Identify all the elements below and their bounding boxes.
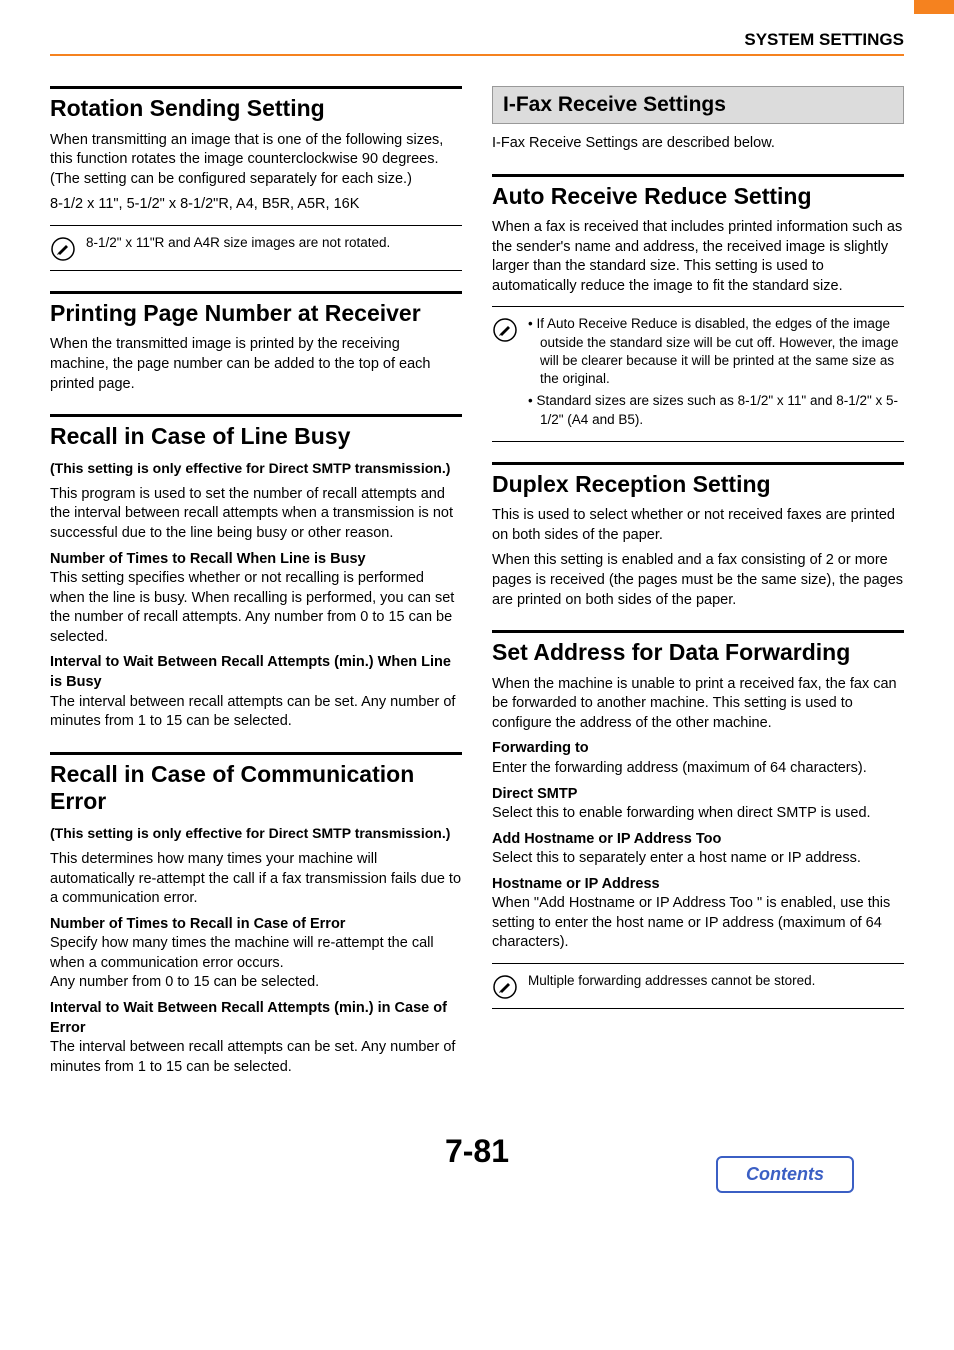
pencil-icon	[492, 974, 518, 1000]
note-content: If Auto Receive Reduce is disabled, the …	[528, 315, 904, 432]
item-heading: Hostname or IP Address	[492, 875, 904, 895]
pencil-icon	[50, 236, 76, 262]
item-heading: Direct SMTP	[492, 785, 904, 805]
note-box: Multiple forwarding addresses cannot be …	[492, 963, 904, 1009]
note-box: If Auto Receive Reduce is disabled, the …	[492, 306, 904, 441]
item-text: The interval between recall attempts can…	[50, 1038, 462, 1077]
note-bullet: Standard sizes are sizes such as 8-1/2" …	[528, 392, 904, 428]
gray-section-heading: I-Fax Receive Settings	[492, 86, 904, 124]
note-text: Multiple forwarding addresses cannot be …	[528, 972, 904, 990]
section-rule	[492, 174, 904, 177]
item-text: This setting specifies whether or not re…	[50, 569, 462, 647]
pencil-icon	[492, 317, 518, 343]
item-text: The interval between recall attempts can…	[50, 693, 462, 732]
body-text: This is used to select whether or not re…	[492, 506, 904, 545]
body-text: When this setting is enabled and a fax c…	[492, 551, 904, 610]
section-rule	[492, 630, 904, 633]
section-rule	[50, 752, 462, 755]
note-text: 8-1/2" x 11"R and A4R size images are no…	[86, 234, 462, 252]
section-heading-set-address: Set Address for Data Forwarding	[492, 639, 904, 667]
item-text: Select this to enable forwarding when di…	[492, 804, 904, 824]
content-columns: Rotation Sending Setting When transmitti…	[50, 86, 904, 1083]
section-rule	[50, 291, 462, 294]
body-text: This program is used to set the number o…	[50, 485, 462, 544]
note-box: 8-1/2" x 11"R and A4R size images are no…	[50, 225, 462, 271]
note-bullet: If Auto Receive Reduce is disabled, the …	[528, 315, 904, 388]
section-rule	[50, 86, 462, 89]
section-rule	[492, 462, 904, 465]
footer: 7-81 Contents	[50, 1133, 904, 1213]
body-text: When the machine is unable to print a re…	[492, 675, 904, 734]
body-text: 8-1/2 x 11", 5-1/2" x 8-1/2"R, A4, B5R, …	[50, 195, 462, 215]
item-text: Select this to separately enter a host n…	[492, 849, 904, 869]
body-text: When a fax is received that includes pri…	[492, 218, 904, 296]
item-heading: Forwarding to	[492, 739, 904, 759]
item-heading: Interval to Wait Between Recall Attempts…	[50, 999, 462, 1038]
section-heading-printing-page: Printing Page Number at Receiver	[50, 300, 462, 328]
left-column: Rotation Sending Setting When transmitti…	[50, 86, 462, 1083]
right-column: I-Fax Receive Settings I-Fax Receive Set…	[492, 86, 904, 1083]
section-heading-recall-busy: Recall in Case of Line Busy	[50, 423, 462, 451]
item-text: Specify how many times the machine will …	[50, 934, 462, 993]
section-subheading: (This setting is only effective for Dire…	[50, 459, 462, 477]
item-heading: Number of Times to Recall in Case of Err…	[50, 915, 462, 935]
item-text: Enter the forwarding address (maximum of…	[492, 759, 904, 779]
section-heading-duplex: Duplex Reception Setting	[492, 471, 904, 499]
orange-corner-strip	[914, 0, 954, 14]
section-rule	[50, 414, 462, 417]
section-heading-rotation: Rotation Sending Setting	[50, 95, 462, 123]
item-heading: Interval to Wait Between Recall Attempts…	[50, 653, 462, 692]
section-subheading: (This setting is only effective for Dire…	[50, 824, 462, 842]
header-rule	[50, 54, 904, 56]
page-header: SYSTEM SETTINGS	[50, 30, 904, 50]
body-text: When the transmitted image is printed by…	[50, 335, 462, 394]
section-heading-auto-receive: Auto Receive Reduce Setting	[492, 183, 904, 211]
item-heading: Number of Times to Recall When Line is B…	[50, 550, 462, 570]
body-text: This determines how many times your mach…	[50, 850, 462, 909]
item-heading: Add Hostname or IP Address Too	[492, 830, 904, 850]
section-heading-recall-error: Recall in Case of Communication Error	[50, 761, 462, 816]
header-title: SYSTEM SETTINGS	[744, 30, 904, 50]
contents-button[interactable]: Contents	[716, 1156, 854, 1193]
contents-label: Contents	[716, 1156, 854, 1193]
body-text: When transmitting an image that is one o…	[50, 131, 462, 190]
item-text: When "Add Hostname or IP Address Too " i…	[492, 894, 904, 953]
body-text: I-Fax Receive Settings are described bel…	[492, 134, 904, 154]
